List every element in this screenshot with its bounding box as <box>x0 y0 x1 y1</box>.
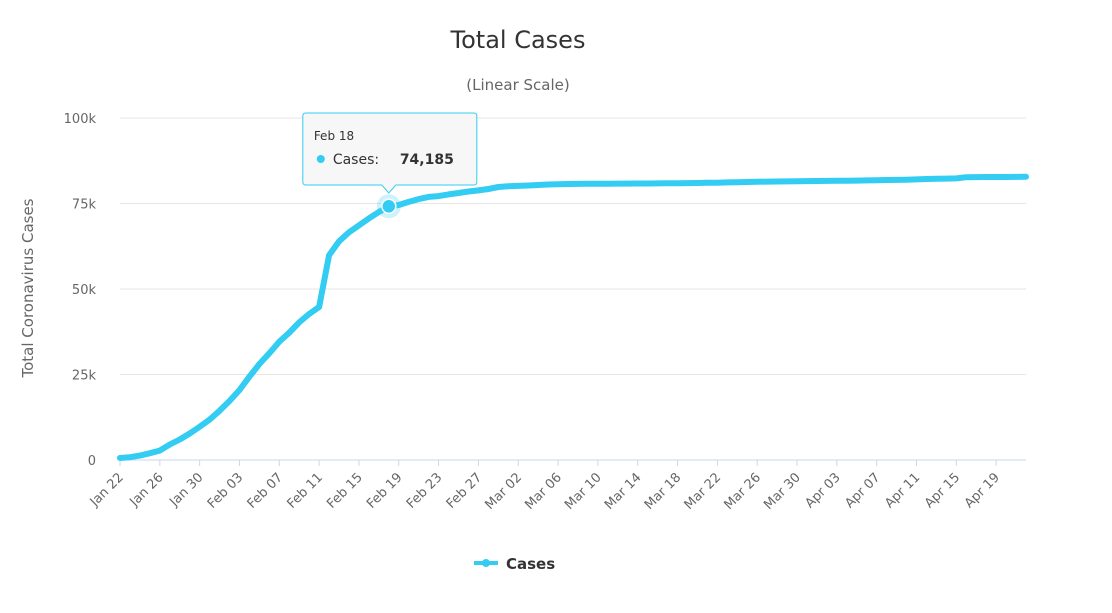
legend-item-cases[interactable]: Cases <box>506 555 555 573</box>
tooltip-series-label: Cases: <box>333 152 379 168</box>
series-line-cases[interactable] <box>117 173 1029 461</box>
chart-subtitle: (Linear Scale) <box>466 76 569 94</box>
x-tick-label: Apr 07 <box>842 470 883 511</box>
x-tick-label: Jan 26 <box>127 470 167 510</box>
x-tick-label: Mar 14 <box>602 470 645 513</box>
y-tick-label: 75k <box>72 198 97 213</box>
y-tick-label: 25k <box>72 369 97 384</box>
tooltip: Feb 18 Cases: 74,185 <box>302 112 478 194</box>
x-tick-label: Mar 06 <box>522 470 565 513</box>
x-tick-label: Apr 19 <box>962 470 1003 511</box>
legend-marker-icon <box>482 559 490 567</box>
tooltip-date: Feb 18 <box>314 129 354 143</box>
x-tick-label: Feb 11 <box>284 470 326 512</box>
x-tick-label: Jan 30 <box>166 470 206 510</box>
x-tick-label: Mar 22 <box>682 470 725 513</box>
chart-title: Total Cases <box>450 26 586 54</box>
y-tick-label: 0 <box>88 454 96 469</box>
x-tick-label: Apr 11 <box>882 470 923 511</box>
y-tick-label: 50k <box>72 283 97 298</box>
y-axis: 0 25k 50k 75k 100k <box>64 112 97 469</box>
series-cases[interactable] <box>117 173 1029 461</box>
x-tick-label: Apr 15 <box>922 470 963 511</box>
x-tick-label: Mar 26 <box>721 470 764 513</box>
x-tick-label: Mar 18 <box>642 470 685 513</box>
legend[interactable]: Cases <box>474 555 555 573</box>
tooltip-value: 74,185 <box>400 152 454 168</box>
x-tick-label: Jan 22 <box>87 470 127 510</box>
tooltip-series-bullet <box>316 155 325 163</box>
x-tick-label: Feb 15 <box>324 470 366 512</box>
y-axis-title: Total Coronavirus Cases <box>19 198 37 378</box>
x-tick-label: Mar 02 <box>483 470 526 513</box>
x-tick-label: Feb 27 <box>444 470 486 512</box>
y-tick-label: 100k <box>64 112 97 127</box>
tooltip-box <box>302 112 478 194</box>
x-tick-label: Feb 07 <box>245 470 287 512</box>
x-tick-label: Apr 03 <box>803 470 844 511</box>
x-tick-label: Feb 23 <box>404 470 446 512</box>
x-tick-label: Feb 19 <box>364 470 406 512</box>
x-tick-label: Mar 10 <box>562 470 605 513</box>
data-point-marker[interactable] <box>381 198 397 215</box>
x-tick-label: Mar 30 <box>761 470 804 513</box>
grid-lines <box>120 117 1026 461</box>
x-tick-label: Feb 03 <box>205 470 247 512</box>
hover-marker[interactable] <box>376 194 401 219</box>
